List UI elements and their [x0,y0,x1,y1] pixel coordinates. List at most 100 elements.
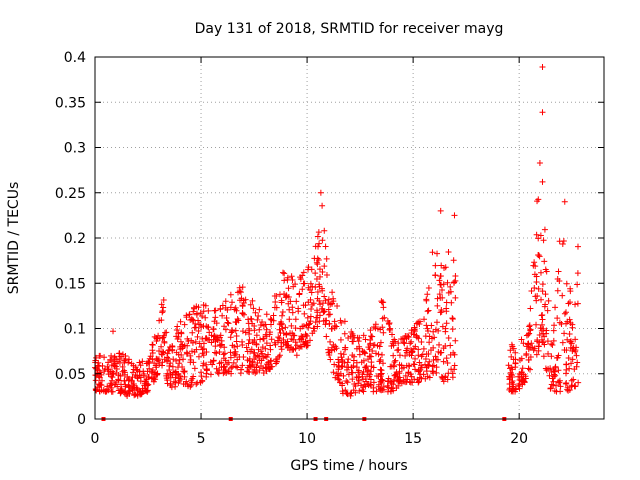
data-point [412,355,419,362]
data-point [402,372,409,379]
data-point [199,362,206,369]
data-point [437,349,444,356]
data-point [252,309,259,316]
data-point [430,344,437,351]
data-point [160,297,167,304]
data-point [257,336,264,343]
data-point [551,387,558,394]
data-point [387,325,394,332]
data-point [155,357,162,364]
data-point [272,341,279,348]
data-point [449,374,456,381]
data-point [443,320,450,327]
data-point [368,359,375,366]
data-point [518,371,525,378]
data-point [405,362,412,369]
data-point [285,285,292,292]
data-point [220,351,227,358]
data-point [194,379,201,386]
data-point [559,292,566,299]
data-point [557,383,564,390]
data-point [432,326,439,333]
data-point [183,350,190,357]
data-point [349,330,356,337]
data-point [344,379,351,386]
data-point [433,319,440,326]
data-point [416,359,423,366]
data-point [149,342,156,349]
data-point [104,383,111,390]
data-point [265,351,272,358]
data-point [564,384,571,391]
data-point [205,307,212,314]
data-point [248,316,255,323]
data-point [179,363,186,370]
data-point [276,335,283,342]
data-point [270,312,277,319]
data-point [359,373,366,380]
y-tick-label: 0.15 [55,276,86,292]
data-point [554,287,561,294]
data-point [443,308,450,315]
data-point [402,379,409,386]
data-point [566,331,573,338]
data-point [520,340,527,347]
data-point [329,289,336,296]
data-point [130,362,137,369]
data-point [539,316,546,323]
data-point [308,266,315,273]
data-point [522,373,529,380]
data-point [263,326,270,333]
x-axis-label: GPS time / hours [290,458,407,474]
data-point [113,366,120,373]
data-point [244,368,251,375]
data-point [268,321,275,328]
data-point [279,325,286,332]
data-point [516,376,523,383]
data-point [546,372,553,379]
data-point [96,352,103,359]
data-point [216,349,223,356]
y-tick-label: 0 [77,412,86,428]
data-point [149,347,156,354]
data-point [556,278,563,285]
data-point [272,299,279,306]
data-point [436,277,443,284]
data-point [166,362,173,369]
data-point [136,368,143,375]
data-point [321,227,328,234]
data-point [338,363,345,370]
data-point [570,344,577,351]
data-point [289,276,296,283]
data-point [200,323,207,330]
data-point [429,249,436,256]
data-point [184,342,191,349]
data-point [301,280,308,287]
data-point [126,356,133,363]
data-point [148,368,155,375]
data-point [516,385,523,392]
data-point [536,253,543,260]
data-point [563,366,570,373]
data-point [221,344,228,351]
data-point [447,288,454,295]
data-point [564,336,571,343]
data-point [191,324,198,331]
data-point [316,281,323,288]
data-point [278,299,285,306]
data-point [259,318,266,325]
data-point [184,335,191,342]
data-point [229,328,236,335]
data-point [177,338,184,345]
data-point [178,352,185,359]
data-point [299,272,306,279]
data-point [567,338,574,345]
y-tick-label: 0.4 [64,50,86,66]
data-point [443,355,450,362]
data-point [352,389,359,396]
data-point [369,347,376,354]
data-point [348,364,355,371]
data-point [96,388,103,395]
data-point [333,323,340,330]
